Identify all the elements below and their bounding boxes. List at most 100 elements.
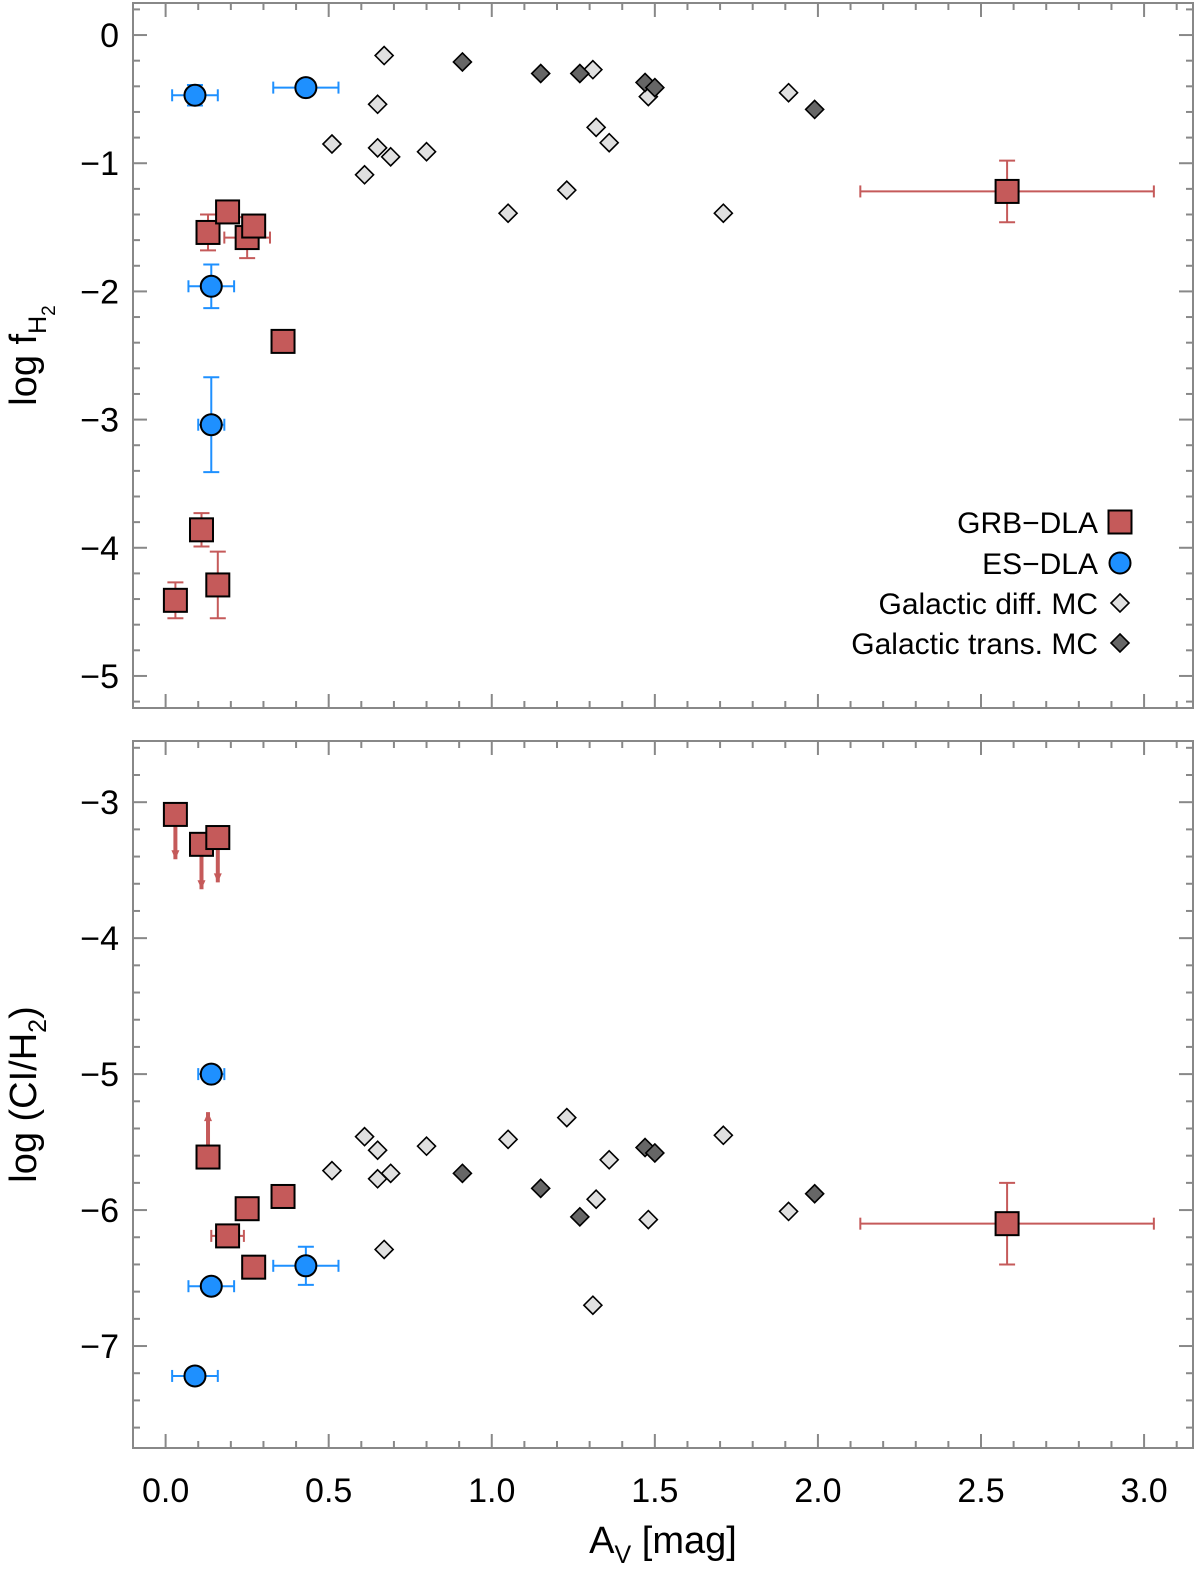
data-point (994, 1211, 1020, 1237)
x-axis-title: AV [mag] (589, 1520, 737, 1569)
data-point (234, 1196, 260, 1222)
y-tick-label: −4 (80, 920, 119, 958)
data-point (205, 825, 231, 851)
data-point (416, 1136, 437, 1157)
data-point (556, 180, 577, 201)
data-point (183, 1364, 207, 1388)
data-point (638, 1209, 659, 1230)
data-point (497, 1129, 519, 1150)
plot-frame (132, 740, 1194, 1449)
legend-marker (1108, 551, 1132, 575)
data-point (354, 1126, 375, 1147)
data-point (497, 203, 519, 224)
data-point (569, 63, 590, 84)
y-tick-label: −6 (80, 1192, 119, 1230)
legend-marker (1109, 632, 1131, 654)
x-tick-label: 0.0 (142, 1472, 189, 1510)
data-point (367, 94, 388, 115)
limit-arrow-head (204, 1112, 213, 1122)
data-point (199, 1274, 223, 1298)
data-point (994, 178, 1020, 204)
series-grb-dla (162, 159, 1155, 620)
data-point (380, 1163, 401, 1184)
data-point (354, 164, 375, 185)
y-tick-label: −5 (80, 658, 119, 696)
data-point (778, 1201, 799, 1222)
data-point (374, 45, 395, 66)
data-point (380, 146, 401, 167)
data-point (162, 587, 188, 613)
series-grb-dla (162, 801, 1155, 1280)
data-point (188, 517, 214, 543)
legend-label: ES−DLA (982, 548, 1098, 581)
data-point (270, 328, 296, 354)
legend-marker (1109, 592, 1131, 614)
y-tick-label: −2 (80, 273, 119, 311)
data-point (713, 203, 734, 224)
data-point (241, 1254, 267, 1280)
plot-frame (132, 2, 1194, 709)
limit-arrow-head (171, 850, 180, 860)
panel-top-fh2: 0 −1 −2 −3 −4 −5 log fH2 GRB−DLA ES−DLA Galactic … (3, 2, 1194, 709)
x-axis-title-text: AV [mag] (589, 1520, 737, 1569)
x-tick-label: 3.0 (1120, 1472, 1167, 1510)
x-tick-label: 2.5 (957, 1472, 1004, 1510)
data-point (586, 117, 607, 138)
data-point (321, 133, 343, 155)
data-point (215, 199, 241, 225)
data-point (804, 99, 825, 120)
series-galactic-diff-mc (321, 1107, 799, 1316)
data-point (644, 77, 665, 98)
data-point (367, 137, 388, 158)
y-tick-label: −5 (80, 1056, 119, 1094)
limit-arrow-head (197, 880, 206, 890)
data-point (599, 132, 620, 153)
x-tick-label: 1.0 (468, 1472, 515, 1510)
x-tick-label: 0.5 (305, 1472, 352, 1510)
limit-arrow-head (213, 873, 222, 883)
data-point (199, 1062, 223, 1086)
x-tick-label: 2.0 (794, 1472, 841, 1510)
data-point (294, 1254, 318, 1278)
data-point (374, 1239, 395, 1260)
data-point (199, 274, 223, 298)
series-es-dla (171, 1062, 340, 1388)
y-tick-label: −3 (80, 402, 119, 440)
data-point (452, 51, 473, 73)
legend-label: Galactic diff. MC (878, 588, 1098, 621)
data-point (195, 219, 221, 245)
data-point (586, 1189, 607, 1210)
data-point (241, 213, 267, 239)
data-point (294, 76, 318, 100)
data-point (183, 83, 207, 107)
series-galactic-diff-mc (321, 45, 799, 224)
legend-label: GRB−DLA (957, 507, 1098, 540)
data-point (215, 1223, 241, 1249)
data-point (599, 1149, 620, 1170)
x-tick-labels: 0.0 0.5 1.0 1.5 2.0 2.5 3.0 (142, 1472, 1168, 1510)
data-point (713, 1125, 734, 1146)
data-point (569, 1206, 590, 1227)
data-point (530, 1178, 551, 1199)
y-axis-title: log (CI/H2) (3, 1006, 52, 1182)
data-point (644, 1142, 665, 1164)
data-point (452, 1163, 473, 1184)
y-axis-title: log fH2 (3, 305, 60, 405)
legend-label: Galactic trans. MC (851, 628, 1098, 661)
data-point (199, 413, 223, 437)
y-tick-label: 0 (100, 17, 119, 55)
series-galactic-trans-mc (452, 51, 825, 120)
data-point (530, 63, 551, 84)
data-point (270, 1183, 296, 1209)
data-point (195, 1144, 221, 1170)
data-point (556, 1107, 577, 1128)
series-galactic-trans-mc (452, 1137, 825, 1227)
data-point (321, 1160, 343, 1181)
y-tick-label: −7 (80, 1328, 119, 1366)
data-point (416, 141, 437, 162)
data-point (162, 801, 188, 827)
y-tick-label: −4 (80, 530, 119, 568)
panel-bottom-ci-h2: −3 −4 −5 −6 −7 log (CI/H2) (3, 740, 1194, 1449)
series-es-dla (171, 76, 340, 474)
